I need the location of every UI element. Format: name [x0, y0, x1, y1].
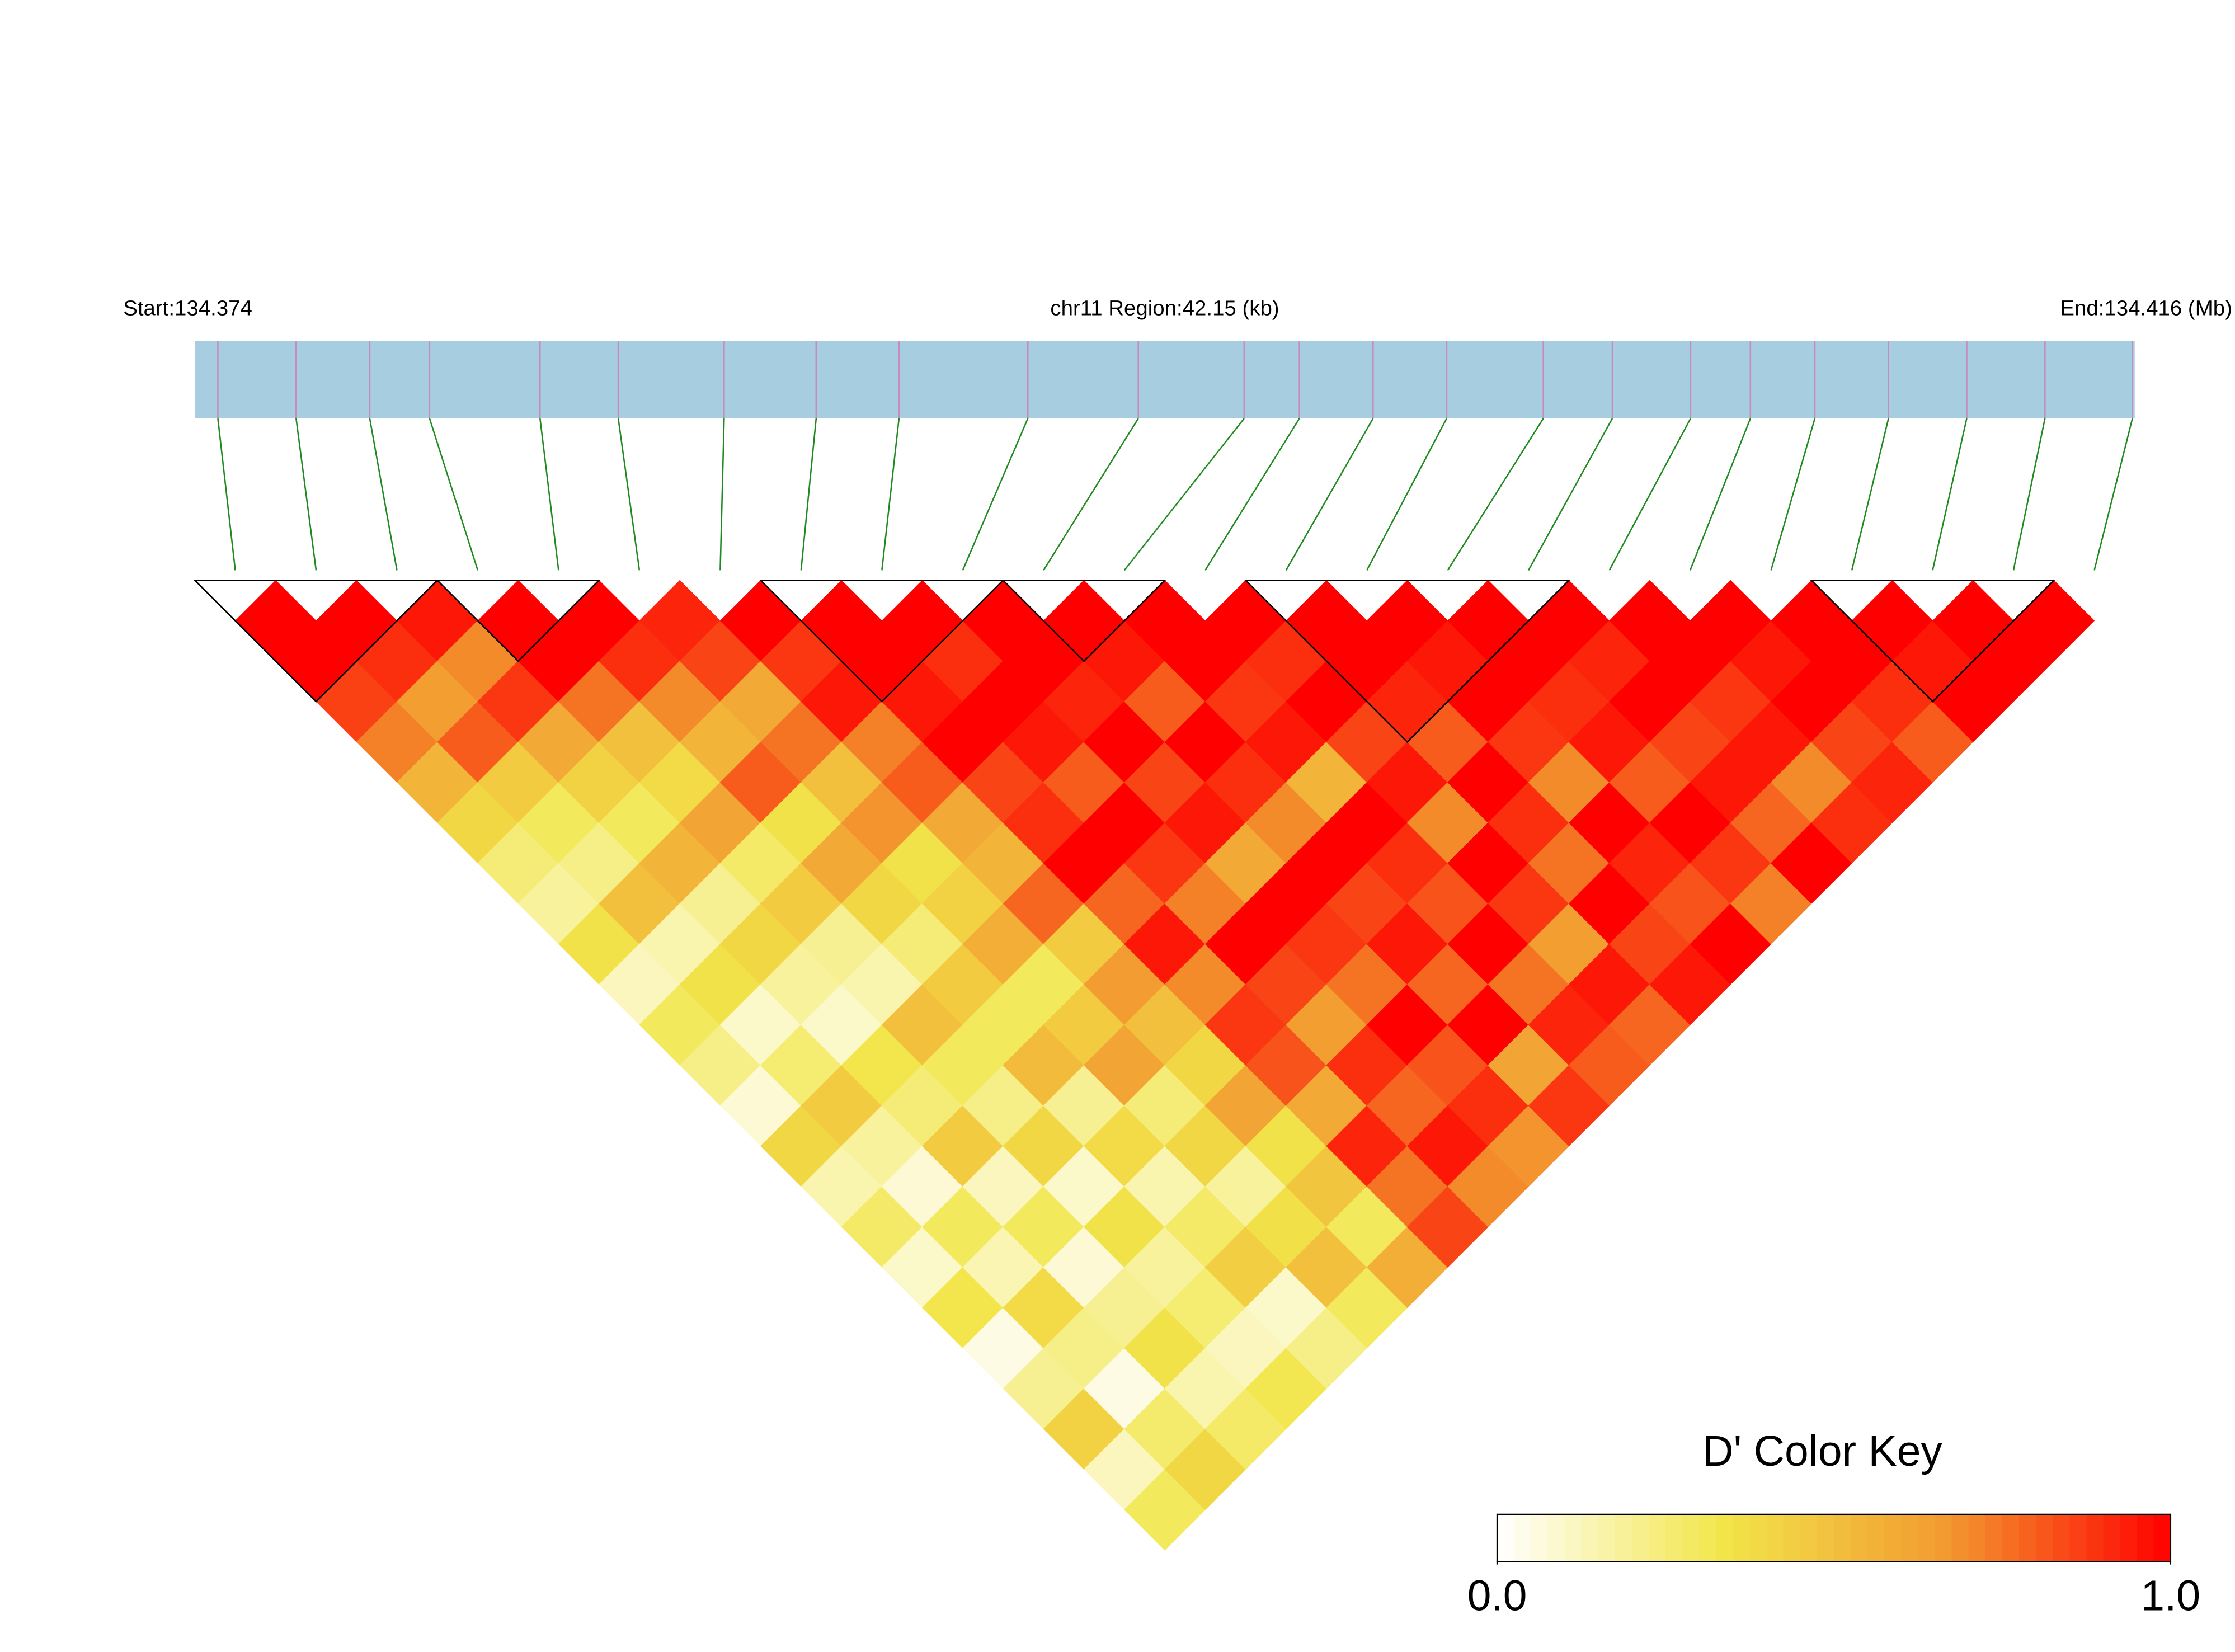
- ld-block: [1244, 580, 1571, 743]
- color-key-step: [1800, 1514, 1818, 1562]
- snp-connector: [1770, 418, 1816, 571]
- color-key-step: [1968, 1514, 1987, 1562]
- snp-connector: [962, 418, 1029, 571]
- color-key-step: [2086, 1514, 2104, 1562]
- ld-block: [435, 580, 601, 662]
- ld-block: [759, 580, 1005, 703]
- color-key-step: [1716, 1514, 1734, 1562]
- snp-connector: [2093, 418, 2133, 571]
- color-key-step: [1918, 1514, 1936, 1562]
- color-key-step: [1598, 1514, 1616, 1562]
- color-key-step: [1783, 1514, 1801, 1562]
- color-key-step: [1985, 1514, 2003, 1562]
- snp-connector: [1447, 418, 1544, 571]
- snp-connector: [1528, 418, 1613, 571]
- snp-connector: [2012, 418, 2046, 571]
- color-key-step: [2153, 1514, 2172, 1562]
- snp-connector: [1851, 418, 1889, 571]
- snp-connector: [1285, 418, 1374, 571]
- snp-connector: [1689, 418, 1752, 571]
- color-key-step: [2137, 1514, 2154, 1562]
- snp-connector: [1043, 418, 1139, 571]
- snp-connector: [217, 418, 236, 571]
- snp-connector: [881, 418, 900, 571]
- ld-block: [193, 580, 439, 703]
- color-key-step: [2120, 1514, 2138, 1562]
- color-key-step: [2018, 1514, 2037, 1562]
- color-key-step: [1581, 1514, 1599, 1562]
- color-key-step: [1682, 1514, 1700, 1562]
- color-key-step: [1935, 1514, 1952, 1562]
- color-key-step: [1547, 1514, 1565, 1562]
- color-key-step: [1884, 1514, 1902, 1562]
- color-key-step: [1851, 1514, 1869, 1562]
- color-key-step: [1833, 1514, 1852, 1562]
- color-key-label: 1.0: [2140, 1572, 2200, 1620]
- color-key-title: D' Color Key: [1702, 1427, 1942, 1475]
- color-key-step: [1699, 1514, 1717, 1562]
- end-label: End:134.416 (Mb): [2060, 296, 2232, 321]
- color-key-step: [1497, 1514, 1515, 1562]
- snp-connector: [1366, 418, 1448, 571]
- color-key-frame: [1496, 1513, 2172, 1562]
- snp-connector: [1608, 418, 1692, 571]
- color-key-step: [2103, 1514, 2121, 1562]
- color-key-step: [1867, 1514, 1885, 1562]
- color-key-step: [1531, 1514, 1549, 1562]
- ld-block: [1809, 580, 2056, 703]
- color-key-step: [2053, 1514, 2071, 1562]
- region-bar: [195, 341, 2135, 418]
- snp-connector: [539, 418, 559, 571]
- color-key-step: [1631, 1514, 1650, 1562]
- snp-connector: [1123, 418, 1245, 571]
- snp-connector: [719, 418, 725, 571]
- color-key-step: [1817, 1514, 1835, 1562]
- color-key-step: [1665, 1514, 1683, 1562]
- color-key-step: [1733, 1514, 1751, 1562]
- snp-connector: [295, 418, 317, 571]
- ld-block: [1001, 580, 1167, 662]
- color-key-step: [1615, 1514, 1633, 1562]
- color-key-step: [1564, 1514, 1582, 1562]
- color-key-step: [1648, 1514, 1667, 1562]
- color-key-step: [2036, 1514, 2054, 1562]
- region-label: chr11 Region:42.15 (kb): [1050, 296, 1279, 321]
- snp-connector: [369, 418, 398, 571]
- color-key-step: [1749, 1514, 1767, 1562]
- color-key-step: [1766, 1514, 1784, 1562]
- snp-connector: [617, 418, 641, 571]
- color-key-step: [2069, 1514, 2087, 1562]
- color-key-step: [1951, 1514, 1969, 1562]
- color-key-label: 0.0: [1467, 1572, 1527, 1620]
- snp-connector: [1932, 418, 1968, 571]
- color-key-step: [1514, 1514, 1532, 1562]
- snp-connector: [800, 418, 817, 571]
- snp-connector: [429, 418, 479, 571]
- color-key-step: [1901, 1514, 1919, 1562]
- start-label: Start:134.374: [123, 296, 252, 321]
- color-key-step: [2002, 1514, 2020, 1562]
- snp-connector: [1204, 418, 1300, 571]
